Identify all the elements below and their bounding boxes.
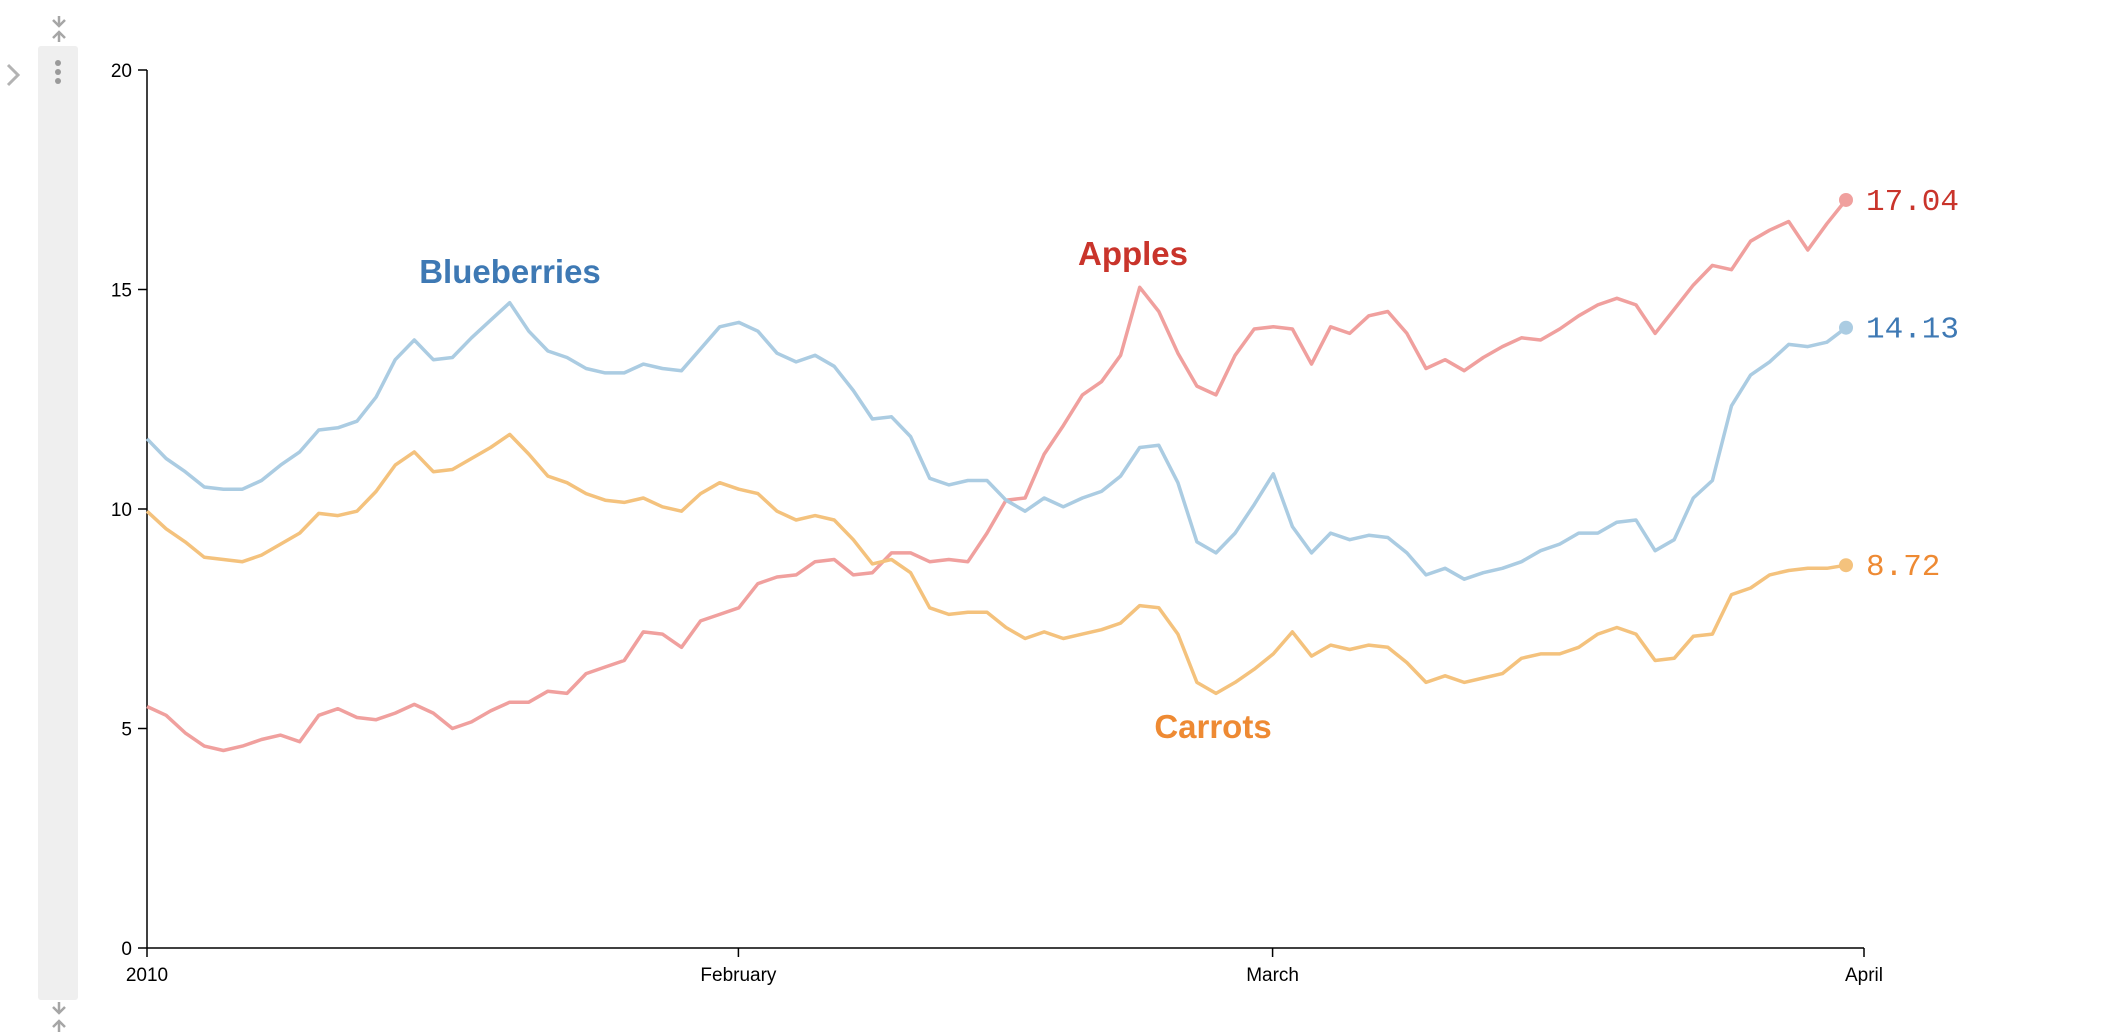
series-lines (145, 198, 1848, 753)
series-label: Carrots (1154, 708, 1271, 745)
series-label: Blueberries (419, 253, 601, 290)
y-tick-label: 0 (121, 939, 132, 960)
y-tick-label: 10 (111, 500, 132, 521)
series-end-point (1839, 320, 1853, 335)
series-end-value: 8.72 (1866, 550, 1940, 585)
end-values: 17.04 14.13 8.72 (1839, 185, 1959, 585)
series-label: Apples (1078, 235, 1188, 272)
series-end-value: 17.04 (1866, 185, 1959, 220)
series-end-point (1839, 192, 1853, 207)
x-tick-label: March (1246, 965, 1299, 986)
series-line-carrots (145, 432, 1847, 696)
x-tick-label: April (1845, 965, 1883, 986)
vertical-ellipsis-icon[interactable] (38, 46, 78, 96)
series-line-apples (146, 198, 1848, 753)
collapse-arrows-icon[interactable] (44, 1000, 74, 1034)
series-line-blueberries (145, 300, 1848, 581)
collapse-arrows-icon[interactable] (44, 14, 74, 44)
series-end-value: 14.13 (1866, 313, 1959, 348)
y-tick-label: 5 (121, 720, 132, 741)
x-tick-label: February (700, 965, 777, 986)
x-tick-label: 2010 (126, 965, 168, 986)
x-axis: 2010 February March April (126, 947, 1883, 986)
series-labels: Apples Blueberries Carrots (419, 235, 1271, 745)
series-end-point (1839, 558, 1853, 573)
y-tick-label: 15 (111, 281, 132, 302)
y-tick-label: 20 (111, 61, 132, 82)
chevron-right-icon[interactable] (0, 58, 26, 92)
cell-gutter[interactable] (38, 46, 78, 1000)
y-axis: 0 5 10 15 20 (111, 61, 148, 960)
